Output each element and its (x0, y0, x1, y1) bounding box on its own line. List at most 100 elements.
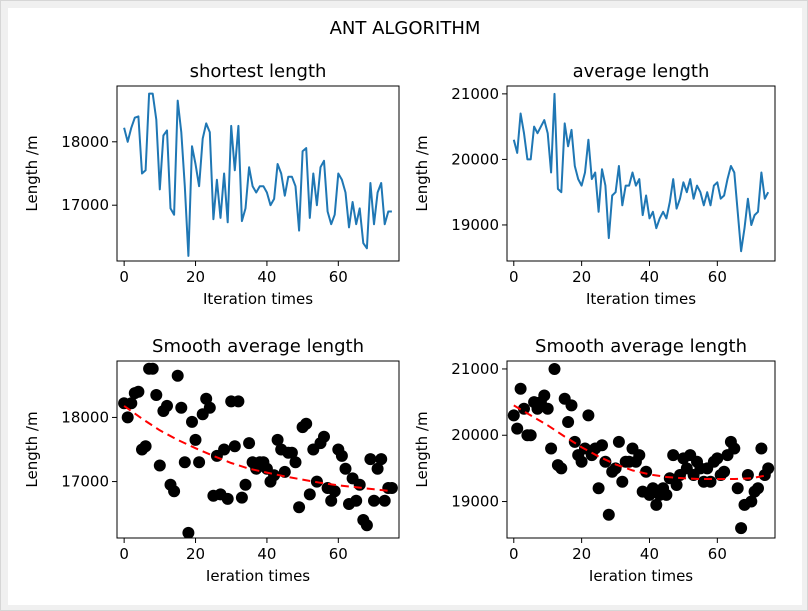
y-axis-label: Length /m (23, 411, 41, 487)
data-point (633, 449, 646, 462)
x-axis-label: Ieration times (589, 567, 693, 585)
data-point (375, 453, 388, 466)
data-point (378, 494, 391, 507)
subplot-1: 0 20 40 60 17000 18000 shortest length Iteratio… (23, 61, 400, 308)
data-point (735, 522, 748, 535)
series-line (123, 92, 392, 257)
data-point (360, 519, 373, 532)
data-point (303, 488, 316, 501)
y-tick-label: 21000 (451, 360, 499, 378)
data-point (182, 526, 195, 538)
data-point (548, 363, 561, 375)
data-point (132, 385, 145, 398)
data-point (243, 437, 256, 450)
data-point (178, 456, 191, 469)
y-tick-label: 20000 (451, 426, 499, 444)
x-tick-label: 60 (329, 545, 348, 563)
axes-frame (116, 85, 400, 262)
data-point (193, 456, 206, 469)
data-point (599, 455, 612, 468)
series-line (512, 92, 770, 253)
data-point (555, 462, 568, 475)
trend-line (513, 404, 769, 480)
ant-algorithm-figure: ANT ALGORITHM 0 20 40 60 17000 18000 shortest … (23, 18, 776, 585)
data-point (562, 416, 575, 428)
y-tick-label: 19000 (451, 216, 499, 234)
data-point (507, 409, 520, 422)
x-tick-label: 40 (257, 268, 276, 286)
subplot-title: shortest length (190, 61, 327, 82)
axes-frame (506, 85, 776, 262)
data-point (353, 478, 366, 491)
x-axis-label: Ieration times (206, 567, 310, 585)
x-tick-label: 0 (119, 545, 129, 563)
axes-frame (506, 360, 776, 539)
data-point (221, 492, 234, 505)
data-point (350, 494, 363, 507)
data-point (139, 440, 152, 453)
x-tick-label: 0 (119, 268, 129, 286)
figure-suptitle: ANT ALGORITHM (330, 18, 481, 39)
x-tick-label: 60 (708, 545, 727, 563)
data-point (612, 435, 625, 448)
data-point (596, 439, 608, 452)
trend-line (123, 405, 393, 493)
data-point (325, 494, 338, 507)
data-point (285, 446, 298, 459)
x-tick-label: 60 (329, 268, 348, 286)
x-tick-label: 60 (708, 268, 727, 286)
data-point (232, 395, 245, 408)
data-point (218, 443, 231, 456)
subplot-3: 0 20 40 60 17000 18000 Smooth average length Ie… (23, 336, 400, 585)
y-tick-label: 19000 (451, 493, 499, 511)
data-point (602, 508, 615, 521)
figure-canvas: ANT ALGORITHM 0 20 40 60 17000 18000 shortest … (8, 8, 802, 605)
data-point (541, 402, 554, 415)
x-axis-label: Iteration times (203, 290, 313, 308)
x-tick-label: 0 (509, 268, 519, 286)
data-point (762, 462, 775, 475)
data-point (718, 465, 731, 478)
y-tick-label: 21000 (451, 85, 499, 103)
x-tick-label: 40 (640, 268, 659, 286)
subplot-title: Smooth average length (152, 336, 364, 357)
data-point (755, 442, 768, 455)
data-point (175, 401, 188, 414)
data-point (538, 389, 551, 402)
data-point (268, 469, 281, 482)
data-point (667, 449, 680, 462)
plot-area (118, 362, 398, 538)
data-point (153, 459, 166, 472)
data-point (368, 494, 380, 507)
data-point (731, 482, 744, 495)
data-point (660, 488, 673, 501)
data-point (289, 456, 302, 469)
y-tick-label: 18000 (61, 408, 109, 426)
y-tick-label: 17000 (61, 196, 109, 214)
data-point (146, 362, 159, 375)
data-point (524, 429, 537, 442)
x-tick-label: 20 (572, 268, 591, 286)
data-point (121, 411, 134, 424)
data-point (518, 402, 530, 415)
subplot-2: 0 20 40 60 19000 20000 21000 average length Iter… (413, 61, 776, 308)
data-point (335, 449, 348, 462)
data-point (186, 415, 198, 428)
data-point (328, 485, 341, 498)
data-point (189, 433, 202, 446)
data-point (300, 417, 313, 430)
y-tick-label: 18000 (61, 133, 109, 151)
data-point (670, 479, 683, 491)
x-tick-label: 40 (257, 545, 276, 563)
data-point (339, 462, 352, 475)
y-axis-label: Length /m (413, 411, 431, 487)
data-point (371, 462, 384, 475)
data-point (752, 482, 764, 495)
data-point (228, 440, 241, 453)
data-point (565, 399, 578, 412)
data-point (582, 409, 595, 422)
data-point (235, 491, 248, 504)
subplot-4: 0 20 40 60 19000 20000 21000 Smooth average len… (413, 336, 776, 585)
x-tick-label: 20 (186, 268, 205, 286)
